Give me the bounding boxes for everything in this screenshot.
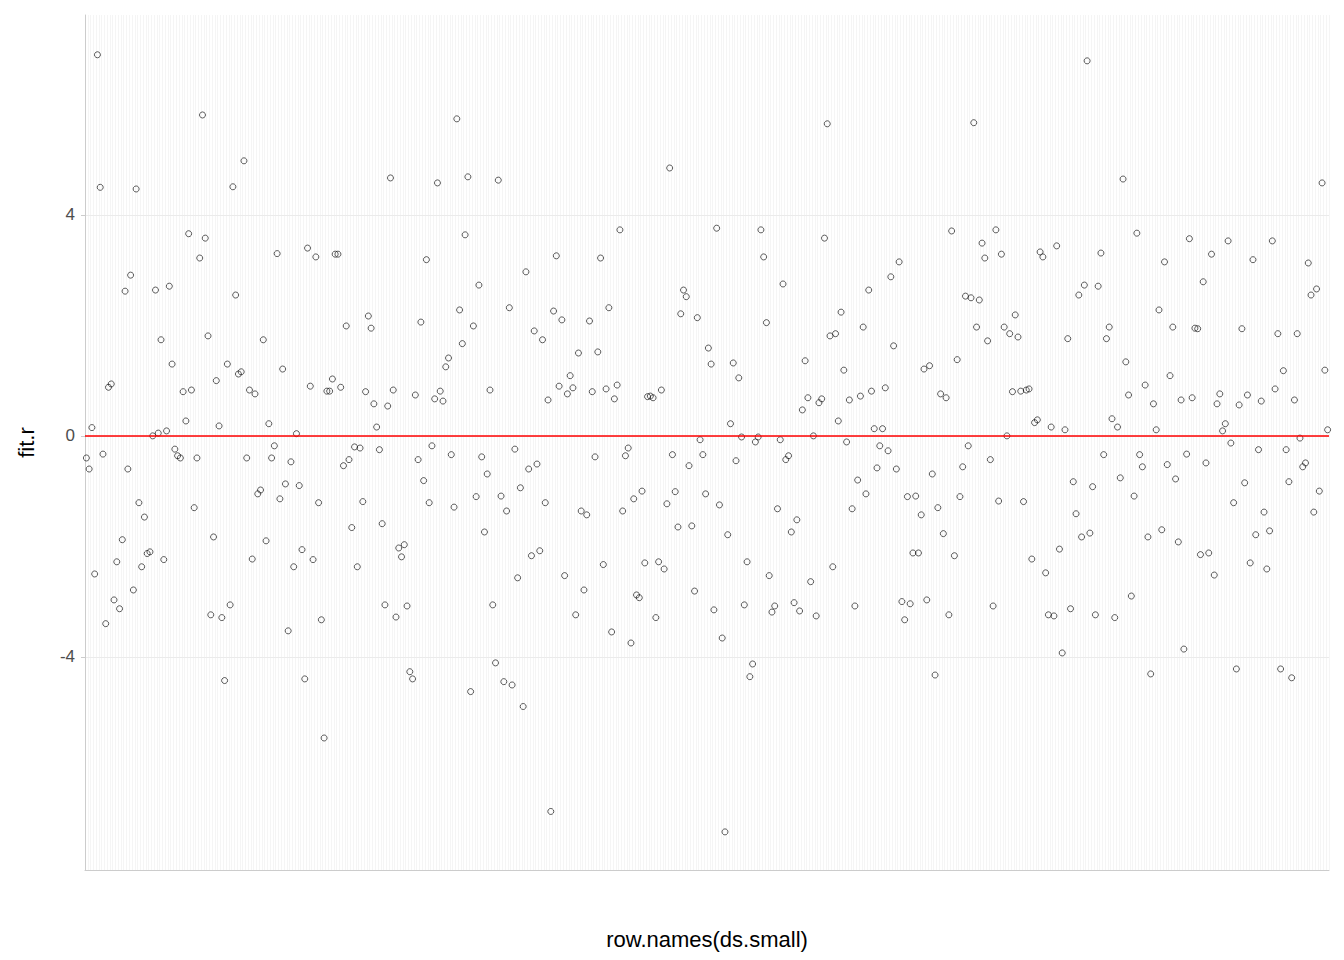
svg-text:-4: -4 [60,647,75,666]
svg-text:4: 4 [66,205,75,224]
svg-text:fit.r: fit.r [14,427,39,458]
svg-text:0: 0 [66,426,75,445]
svg-text:row.names(ds.small): row.names(ds.small) [606,927,808,952]
